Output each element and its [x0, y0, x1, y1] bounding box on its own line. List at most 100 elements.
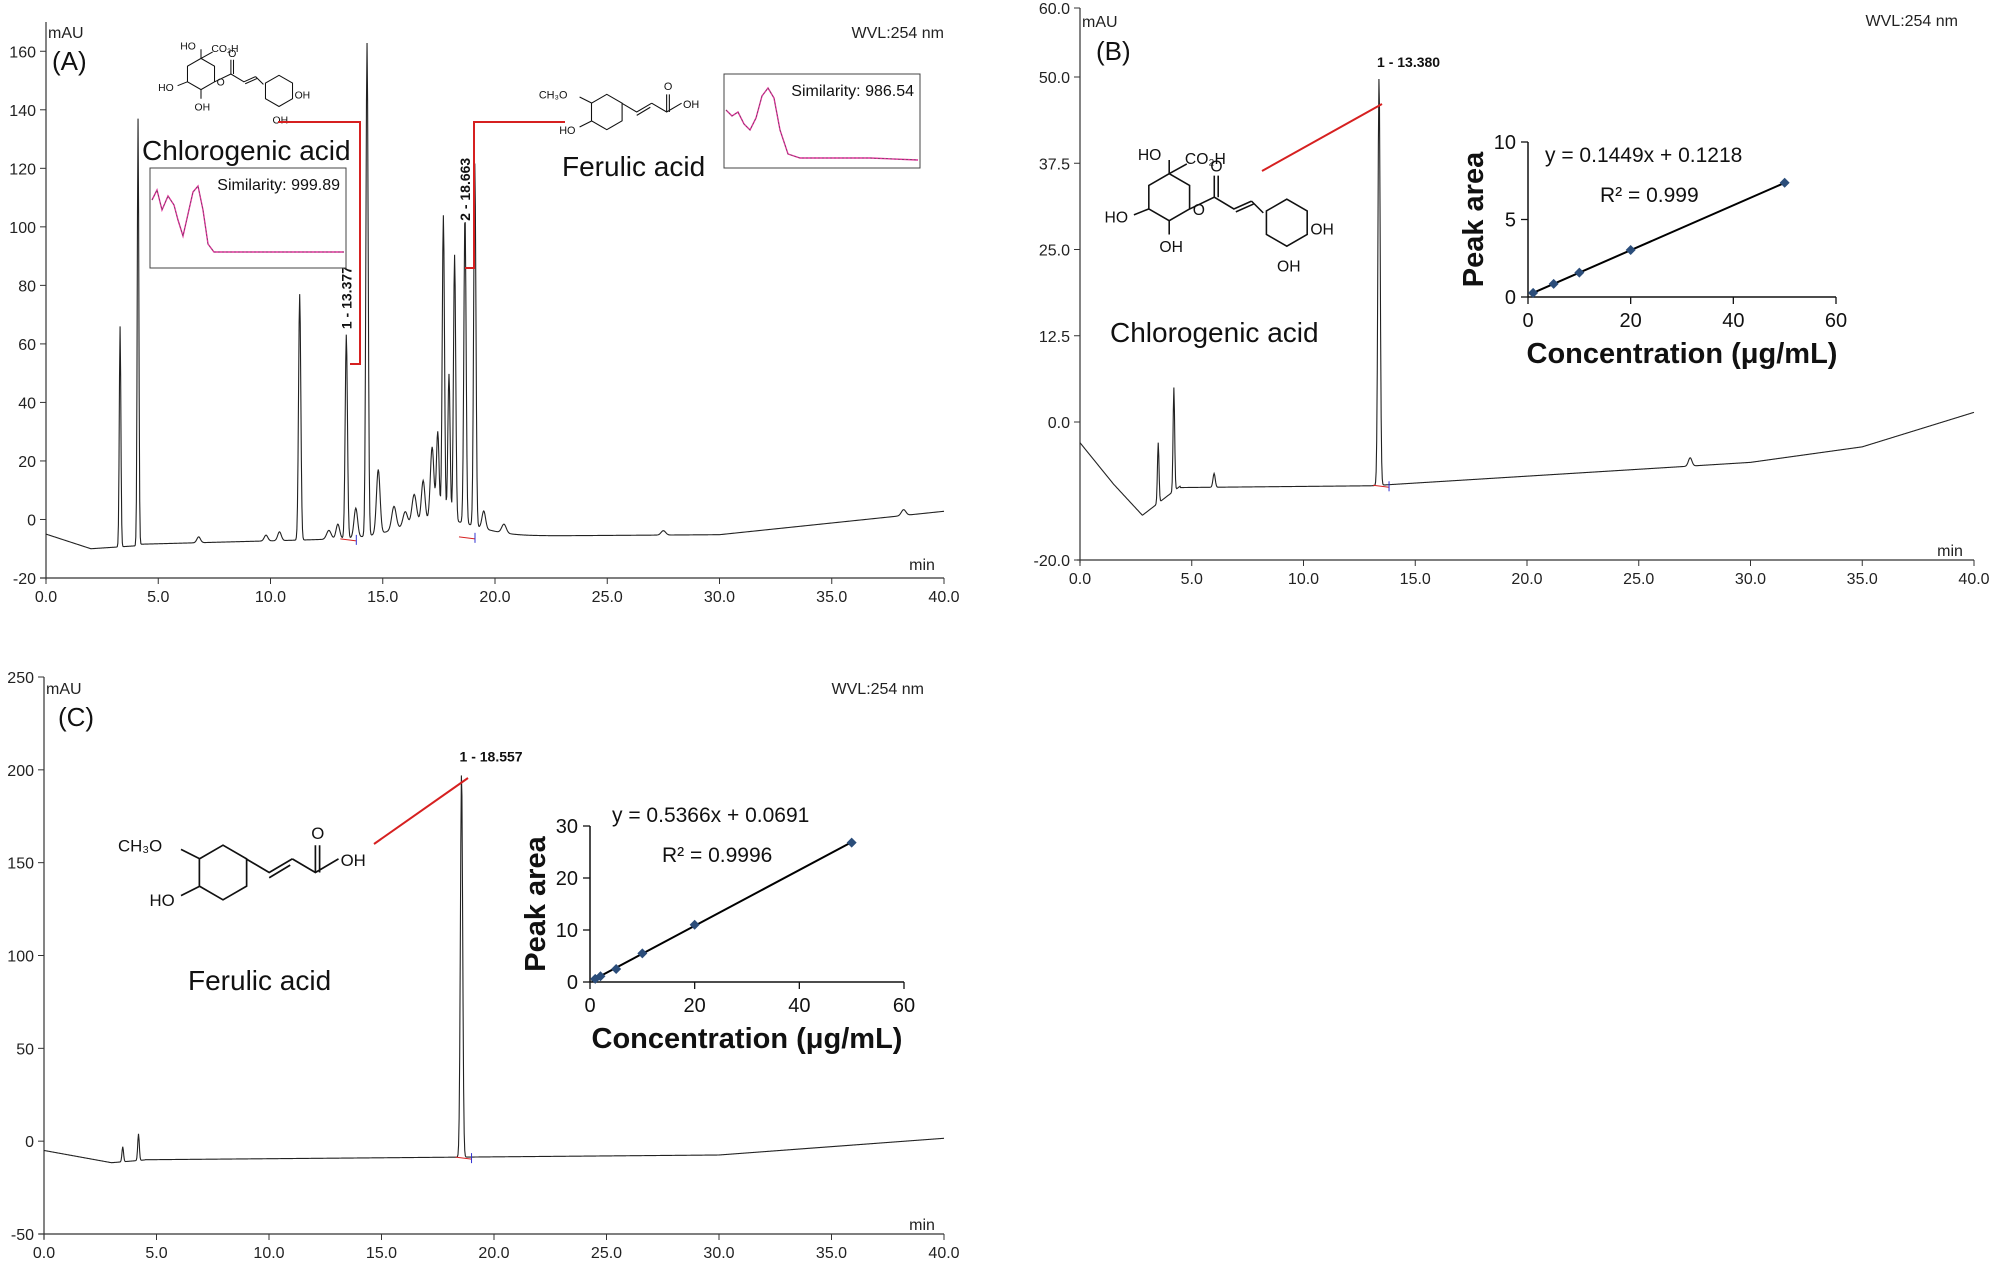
y-tick-label: 60.0 — [1039, 1, 1070, 18]
connector-chlorogenic — [1261, 103, 1383, 172]
panel-label: (B) — [1096, 36, 1131, 66]
y-tick-label: -20.0 — [1034, 553, 1071, 570]
ho-label: HO — [150, 891, 175, 910]
calibration-inset: 0 20 40 60 0 5 10 Concentration (μg/mL) Peak are… — [1458, 132, 1847, 370]
x-tick-label: 20.0 — [479, 589, 510, 606]
calibration-point — [1779, 177, 1790, 188]
o-label: O — [1193, 202, 1205, 219]
y-tick-label: 80 — [18, 278, 36, 295]
x-tick-label: 35.0 — [1847, 571, 1878, 588]
y-tick-label: 160 — [9, 44, 36, 61]
y-tick-label: 50.0 — [1039, 70, 1070, 87]
x-tick-label: 15.0 — [367, 589, 398, 606]
similarity-spectrum: Similarity: 986.54 — [723, 73, 921, 169]
panel-c: 0.0 5.0 10.0 15.0 20.0 25.0 30.0 35.0 40.0 -50 0 50… — [7, 670, 959, 1262]
x-tick-label: 20.0 — [478, 1245, 509, 1262]
y-tick-label: 0 — [27, 512, 36, 529]
regression-line — [1529, 181, 1786, 296]
oh-label: OH — [341, 851, 366, 870]
oh-label: OH — [1310, 221, 1334, 238]
carbonyl-bond — [230, 59, 235, 75]
r-squared: R² = 0.9996 — [662, 844, 772, 867]
inset-x-tick-label: 40 — [788, 995, 810, 1017]
x-tick-label: 25.0 — [591, 1245, 622, 1262]
regression-equation: y = 0.5366x + 0.0691 — [612, 804, 809, 827]
compound-name: Ferulic acid — [562, 151, 705, 182]
y-tick-label: 120 — [9, 161, 36, 178]
panel-label: (C) — [58, 702, 94, 732]
propenoic-chain — [621, 94, 682, 116]
substituent-bonds — [579, 96, 593, 128]
inset-y-tick-label: 10 — [556, 920, 578, 942]
ester-linker — [1189, 196, 1264, 214]
peak-label: 2 - 18.663 — [457, 158, 473, 221]
y-tick-label: 250 — [7, 670, 34, 687]
y-tick-label: 12.5 — [1039, 329, 1070, 346]
chlorogenic-acid-structure: HO CO₂H HO OH O O OH OH — [1105, 147, 1334, 276]
peak-label: 1 - 13.380 — [1377, 54, 1440, 70]
inset-x-tick-label: 40 — [1722, 310, 1744, 332]
connector-chlorogenic — [278, 121, 361, 365]
wavelength-label: WVL:254 nm — [1866, 13, 1958, 30]
oh-label: OH — [273, 115, 289, 126]
x-tick-label: 10.0 — [253, 1245, 284, 1262]
x-axis-unit: min — [1937, 543, 1963, 560]
y-tick-label: 150 — [7, 856, 34, 873]
chromatogram-trace — [1079, 79, 1975, 516]
y-tick-label: 20 — [18, 454, 36, 471]
calibration-point — [689, 919, 700, 930]
inset-x-tick-label: 60 — [893, 995, 915, 1017]
ester-linker — [214, 73, 264, 85]
calibration-point — [611, 964, 622, 974]
calibration-point — [1625, 245, 1636, 256]
inset-x-axis-label: Concentration (μg/mL) — [592, 1023, 903, 1055]
ho-label: HO — [1105, 210, 1129, 227]
ferulic-acid-structure: CH₃O HO O OH — [118, 824, 366, 910]
compound-name: Chlorogenic acid — [142, 135, 351, 166]
y-axis-unit: mAU — [48, 25, 84, 42]
catechol-ring — [264, 74, 294, 108]
x-tick-label: 25.0 — [592, 589, 623, 606]
peak-baseline — [455, 1156, 472, 1160]
calibration-point — [1528, 287, 1539, 298]
oh-label: OH — [1277, 259, 1301, 276]
ho-label: HO — [1138, 147, 1162, 164]
substituent-bonds — [1133, 159, 1188, 235]
chromatogram-trace — [45, 43, 945, 550]
calibration-point — [637, 948, 648, 959]
inset-y-tick-label: 0 — [1505, 287, 1516, 309]
x-tick-label: 30.0 — [703, 1245, 734, 1262]
calibration-point — [595, 971, 606, 982]
inset-y-tick-label: 10 — [1494, 132, 1516, 154]
compound-name: Chlorogenic acid — [1110, 317, 1319, 348]
o-label: O — [1210, 159, 1222, 176]
y-tick-label: 200 — [7, 763, 34, 780]
benzene-ring — [590, 93, 623, 131]
co2h-label: CO₂H — [1185, 151, 1226, 168]
panel-label: (A) — [52, 46, 87, 76]
regression-equation: y = 0.1449x + 0.1218 — [1545, 144, 1742, 167]
x-tick-label: 15.0 — [366, 1245, 397, 1262]
propenoic-chain — [245, 845, 339, 879]
x-tick-label: 15.0 — [1400, 571, 1431, 588]
y-tick-label: 100 — [9, 220, 36, 237]
y-tick-label: 0.0 — [1048, 415, 1070, 432]
y-tick-label: -50 — [11, 1227, 34, 1244]
x-tick-label: 5.0 — [145, 1245, 167, 1262]
peak-baseline — [1372, 484, 1390, 488]
reference-trace — [151, 185, 344, 253]
x-tick-label: 40.0 — [928, 1245, 959, 1262]
calibration-point — [1548, 278, 1559, 289]
inset-y-tick-label: 20 — [556, 868, 578, 890]
co2h-label: CO₂H — [211, 44, 238, 55]
y-tick-label: 50 — [16, 1041, 34, 1058]
substituent-bonds — [177, 49, 213, 99]
y-tick-label: 140 — [9, 103, 36, 120]
x-tick-label: 10.0 — [255, 589, 286, 606]
inset-x-tick-label: 20 — [1620, 310, 1642, 332]
similarity-spectrum: Similarity: 999.89 — [149, 167, 347, 269]
inset-x-tick-label: 60 — [1825, 310, 1847, 332]
compound-name: Ferulic acid — [188, 965, 331, 996]
calibration-point — [846, 837, 857, 848]
